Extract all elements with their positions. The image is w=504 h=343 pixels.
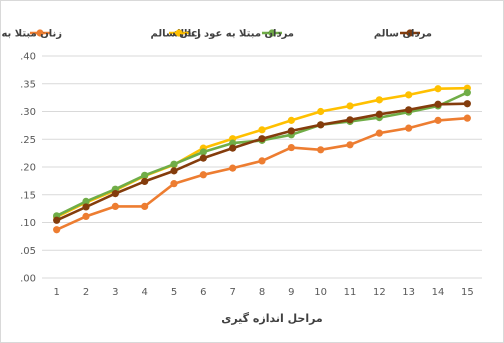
data-point [317,121,325,129]
x-tick-label: 2 [83,287,89,298]
data-point [229,164,237,172]
series-line [55,116,469,231]
data-point [405,124,413,132]
data-point [434,100,442,108]
data-point [375,129,383,137]
legend-swatch-marker [268,29,276,37]
data-point [53,216,61,224]
data-point [463,89,471,97]
data-point [199,171,207,179]
legend-label: مردان سالم [374,29,432,40]
data-point [82,203,90,211]
series-4 [53,100,471,224]
data-point [434,85,442,93]
data-point [346,116,354,124]
x-tick-label: 12 [373,287,386,298]
data-point [53,226,61,234]
data-point [375,96,383,104]
y-tick-label: .20 [20,163,36,174]
x-axis-ticks: 1 2 3 4 5 6 7 8 9 10 11 12 13 14 15 [53,287,473,298]
data-point [141,202,149,211]
data-point [287,116,295,124]
y-tick-label: .05 [20,246,36,257]
data-point [170,160,178,168]
x-tick-label: 4 [141,287,147,298]
data-point [82,197,90,206]
y-tick-label: .00 [20,274,36,285]
legend: مردان سالم مردان مبتلا به عود dlbclزنان س… [0,29,432,40]
x-tick-label: 15 [461,287,474,298]
data-point [170,167,178,175]
data-point [346,141,354,149]
series-1 [53,114,471,234]
legend-swatch-marker [36,29,44,37]
data-point [258,157,266,165]
data-point [258,135,266,143]
data-point [375,110,383,118]
data-point [199,154,207,162]
data-point [287,127,295,135]
x-tick-label: 6 [200,287,206,298]
data-point [405,106,413,114]
data-point [141,171,149,179]
data-point [199,148,207,156]
data-point [229,144,237,152]
x-tick-label: 9 [288,287,294,298]
y-tick-label: .35 [20,79,36,90]
legend-swatch-marker [175,29,183,37]
data-point [317,146,325,154]
data-point [170,180,178,188]
data-point [141,177,149,186]
series-line [55,86,469,219]
y-tick-label: .25 [20,135,36,146]
data-point [463,100,471,108]
x-tick-label: 10 [314,287,327,298]
data-point [111,202,119,211]
x-tick-label: 5 [171,287,177,298]
data-point [434,116,442,124]
legend-label: مردان مبتلا به عود dlbcl [173,29,294,40]
data-point [82,212,90,220]
legend-item: مردان سالم [374,29,432,40]
series-group [53,84,471,234]
legend-item: مردان مبتلا به عود dlbcl [173,29,294,40]
data-point [258,126,266,134]
x-tick-label: 3 [112,287,118,298]
x-tick-label: 7 [229,287,235,298]
x-tick-label: 8 [259,287,265,298]
x-tick-label: 1 [53,287,59,298]
legend-item: زنان سالم [151,29,202,40]
data-point [229,139,237,147]
y-tick-label: .15 [20,190,36,201]
data-point [317,107,325,116]
x-tick-label: 13 [402,287,415,298]
y-tick-label: .40 [20,52,36,63]
series-2 [53,84,471,221]
gridlines [42,55,482,279]
legend-label: زنان سالم [151,29,202,40]
legend-label: زنان مبتلا به عود dlbcl [0,29,62,40]
data-point [405,91,413,99]
legend-swatch-marker [406,29,414,37]
x-tick-label: 14 [432,287,445,298]
y-tick-label: .10 [20,218,36,229]
x-tick-label: 11 [344,287,357,298]
data-point [111,190,119,198]
y-axis-ticks: .00 .05 .10 .15 .20 .25 .30 .35 .40 [20,52,36,285]
data-point [287,143,295,152]
legend-item: زنان مبتلا به عود dlbcl [0,29,62,40]
y-tick-label: .30 [20,107,36,118]
x-axis-label: مراحل اندازه گیری [221,312,323,325]
data-point [463,114,471,122]
data-point [346,102,354,110]
